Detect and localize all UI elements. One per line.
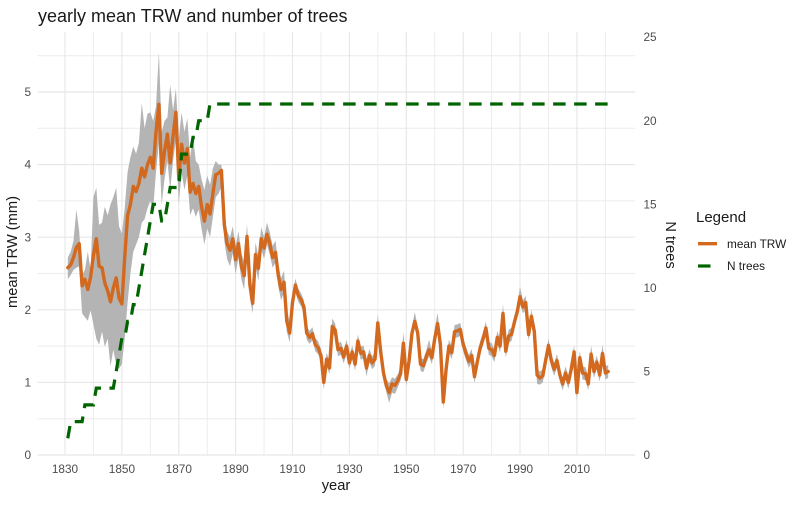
svg-text:25: 25 — [644, 30, 658, 44]
svg-text:N trees: N trees — [662, 221, 678, 268]
svg-text:4: 4 — [24, 158, 31, 172]
svg-text:1950: 1950 — [393, 462, 420, 476]
svg-text:N trees: N trees — [727, 259, 765, 273]
svg-text:2010: 2010 — [564, 462, 591, 476]
svg-text:2: 2 — [24, 303, 31, 317]
svg-text:0: 0 — [644, 448, 651, 462]
svg-text:15: 15 — [644, 197, 658, 211]
svg-text:yearly mean TRW and number of: yearly mean TRW and number of trees — [38, 6, 347, 26]
svg-text:mean TRW (mm): mean TRW (mm) — [5, 196, 21, 308]
svg-text:year: year — [322, 478, 351, 494]
svg-text:1: 1 — [24, 376, 31, 390]
svg-text:3: 3 — [24, 230, 31, 244]
svg-text:1930: 1930 — [336, 462, 363, 476]
svg-text:1830: 1830 — [52, 462, 79, 476]
svg-text:10: 10 — [644, 281, 658, 295]
svg-text:20: 20 — [644, 114, 658, 128]
svg-text:5: 5 — [24, 85, 31, 99]
svg-text:1990: 1990 — [507, 462, 534, 476]
svg-text:1910: 1910 — [279, 462, 306, 476]
svg-text:Legend: Legend — [696, 209, 746, 226]
svg-text:1870: 1870 — [166, 462, 193, 476]
svg-text:1890: 1890 — [222, 462, 249, 476]
svg-text:0: 0 — [24, 448, 31, 462]
svg-text:1970: 1970 — [450, 462, 477, 476]
svg-text:mean TRW: mean TRW — [727, 237, 787, 251]
svg-text:1850: 1850 — [109, 462, 136, 476]
svg-text:5: 5 — [644, 365, 651, 379]
